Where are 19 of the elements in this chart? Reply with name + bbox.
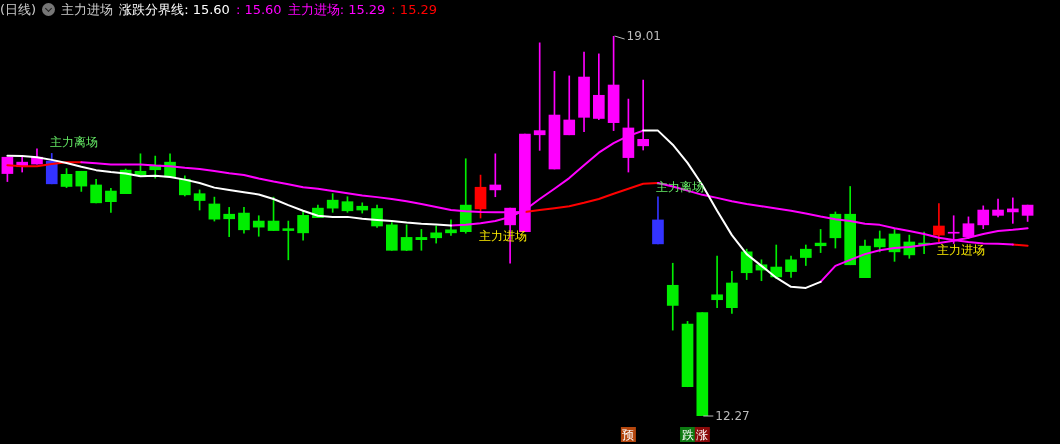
candlestick — [252, 215, 265, 237]
annotation: 19.01 — [626, 29, 661, 44]
annotation: 12.27 — [715, 409, 750, 424]
annotation: 主力离场 — [49, 135, 98, 150]
chart-subtitle: 主力进场 — [61, 2, 114, 17]
text: 预 — [622, 427, 635, 442]
candlestick — [711, 255, 723, 309]
annotation: 主力进场 — [936, 243, 985, 258]
candlestick — [282, 220, 295, 261]
candlestick — [489, 153, 502, 198]
candlestick — [223, 207, 236, 237]
text: : 15.29 — [391, 2, 438, 17]
candlestick — [533, 42, 546, 151]
text: 涨 — [696, 427, 709, 442]
text: : 15.60 — [235, 2, 282, 17]
text: 涨跌分界线: 15.60 — [119, 2, 230, 17]
chart-title: (日线) — [0, 2, 37, 17]
text: 跌 — [681, 427, 694, 442]
text: 主力进场: 15.29 — [287, 2, 386, 17]
